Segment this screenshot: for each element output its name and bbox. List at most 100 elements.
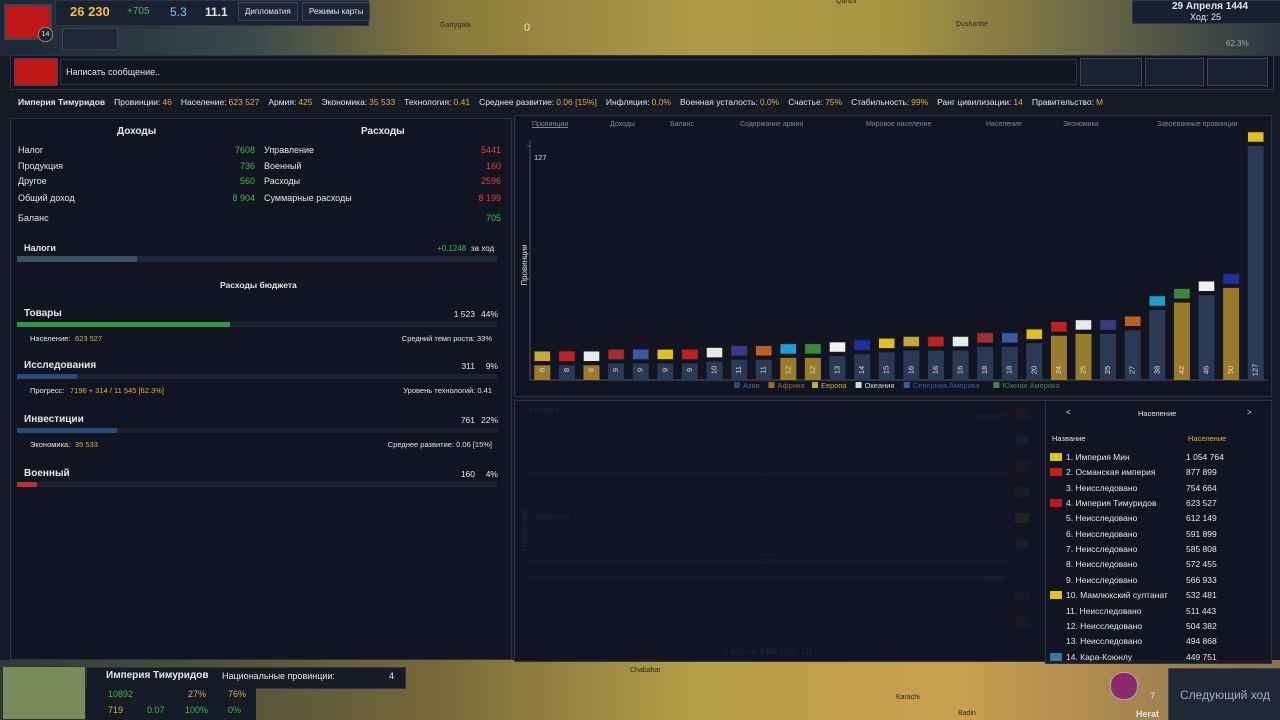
row-value: 585 808 (1186, 544, 1217, 555)
row-value: 754 664 (1186, 482, 1217, 493)
expense-total-value: 8 199 (478, 193, 501, 203)
row-name: 13. Неисследовано (1066, 636, 1143, 647)
map-modes-button[interactable]: Режимы карты (302, 2, 371, 21)
column-header: Население (1188, 434, 1227, 443)
row-name: 4. Империя Тимуридов (1066, 498, 1157, 509)
spending-bar-fill (17, 482, 37, 487)
chart-tab[interactable]: Экономика (1063, 121, 1099, 128)
spending-bar[interactable] (17, 322, 497, 327)
diplomacy-button[interactable]: Дипломатия (238, 2, 298, 21)
taxes-slider[interactable] (17, 256, 497, 262)
spending-detail-right: Средний темп роста: 33% (401, 334, 492, 343)
spending-name: Инвестиции (24, 414, 84, 425)
expense-total-label: Суммарные расходы (264, 193, 352, 203)
ranking-prev[interactable]: < (1066, 408, 1071, 417)
stat-value: 99% (911, 97, 929, 107)
unit-icon[interactable] (1110, 672, 1138, 700)
row-flag (1050, 591, 1062, 600)
ranking-next[interactable]: > (1247, 408, 1252, 417)
chart-tab[interactable]: Баланс (670, 121, 694, 128)
chat-button[interactable] (1145, 58, 1204, 86)
stat-label: Счастье: (788, 97, 824, 107)
chat-flag (14, 58, 58, 86)
stat-label: Провинции: (114, 97, 161, 107)
row-name: 7. Неисследовано (1066, 544, 1138, 555)
chart-tab[interactable]: Провинции (532, 121, 569, 128)
stat-value: 0.0% (651, 97, 671, 107)
row-flag (1050, 453, 1062, 461)
row-flag (1050, 545, 1062, 553)
spending-bar[interactable] (17, 482, 497, 487)
row-value: 591 899 (1186, 528, 1217, 539)
chart-panel (514, 115, 1272, 397)
balance-label: Баланс (18, 213, 49, 223)
spending-amount: 1 523 (453, 309, 475, 319)
map-label: Dushanbe (956, 21, 988, 28)
row-name: 2. Османская империя (1066, 467, 1156, 478)
bottom-country: Империя Тимуридов (106, 670, 209, 681)
top-tab[interactable] (62, 28, 118, 50)
row-value: 877 899 (1186, 467, 1217, 478)
chat-button[interactable] (1080, 58, 1142, 86)
row-flag (1050, 468, 1062, 477)
chat-input[interactable]: Написать сообщение.. (60, 59, 1077, 85)
income-value: 560 (239, 176, 255, 186)
stat-value: 0.06 [15%] (556, 97, 597, 107)
stat-item: Ранг цивилизации: 14 (937, 97, 1023, 107)
turn: Ход: 25 (1190, 12, 1221, 22)
ranking-panel (1045, 400, 1272, 664)
bottom-stat: 0% (228, 705, 242, 715)
stat-label: Экономика: (321, 97, 368, 107)
chat-button[interactable] (1207, 58, 1268, 86)
spending-detail-value: 7196 + 314 / 11 545 [62.3%] (70, 386, 164, 395)
spending-bar[interactable] (17, 374, 497, 379)
chart-tab[interactable]: Население (986, 121, 1022, 128)
chart-tab[interactable]: Мировое население (866, 121, 932, 128)
balance-value: 705 (485, 213, 501, 223)
row-flag (1050, 484, 1062, 492)
map-label: Badin (958, 710, 976, 717)
row-name: 3. Неисследовано (1066, 482, 1138, 493)
taxes-value: +0.1248 (437, 244, 467, 253)
stat-item: Военная усталость: 0.0% (680, 97, 779, 107)
stat-item: Стабильность: 99% (851, 97, 928, 107)
row-value: 1 054 764 (1186, 452, 1224, 462)
stat-item: Правительство: М (1032, 97, 1103, 107)
taxes-slider-fill (17, 256, 137, 262)
units: 7 (1150, 691, 1156, 701)
bottom-national: Национальные провинции: (222, 671, 335, 681)
row-name: 11. Неисследовано (1066, 605, 1142, 616)
chart-tab[interactable]: Завоеванные провинции (1157, 121, 1238, 128)
income-value: 736 (239, 160, 255, 171)
spending-name: Исследования (24, 360, 97, 371)
spending-name: Военный (24, 468, 70, 479)
spending-detail-value: 623 527 (75, 334, 103, 343)
row-flag (1050, 499, 1062, 508)
minimap[interactable] (2, 666, 86, 720)
stat-label: Стабильность: (851, 97, 910, 107)
map-label: Chabahar (630, 667, 661, 674)
income-value: 7608 (234, 145, 255, 155)
stat-label: Армия: (268, 97, 297, 107)
stat-value: 14 (1013, 97, 1023, 107)
spending-bar[interactable] (17, 428, 497, 433)
income-label: Другое (18, 176, 47, 186)
row-flag (1050, 514, 1062, 522)
spending-share: 4% (485, 469, 498, 479)
spending-name: Товары (24, 308, 62, 319)
stat-item: Счастье: 75% (788, 97, 842, 107)
stat-label: Военная усталость: (679, 97, 758, 107)
chart-tab[interactable]: Доходы (610, 121, 635, 128)
income-label: Продукция (18, 160, 64, 171)
spending-title: Расходы бюджета (220, 280, 297, 290)
map-label: Ardabil (138, 24, 160, 31)
row-name: 1. Империя Мин (1066, 452, 1130, 462)
taxes-unit: за ход (471, 244, 495, 253)
chart-tab[interactable]: Содержание армии (740, 121, 804, 128)
next-turn-button[interactable]: Следующий ход (1168, 668, 1280, 720)
bottom-stat: 719 (108, 705, 124, 715)
expense-value: 5441 (480, 145, 501, 155)
income-title: Доходы (117, 126, 157, 137)
row-value: 532 481 (1186, 590, 1217, 601)
stat-item: Среднее развитие: 0.06 [15%] (479, 97, 597, 107)
